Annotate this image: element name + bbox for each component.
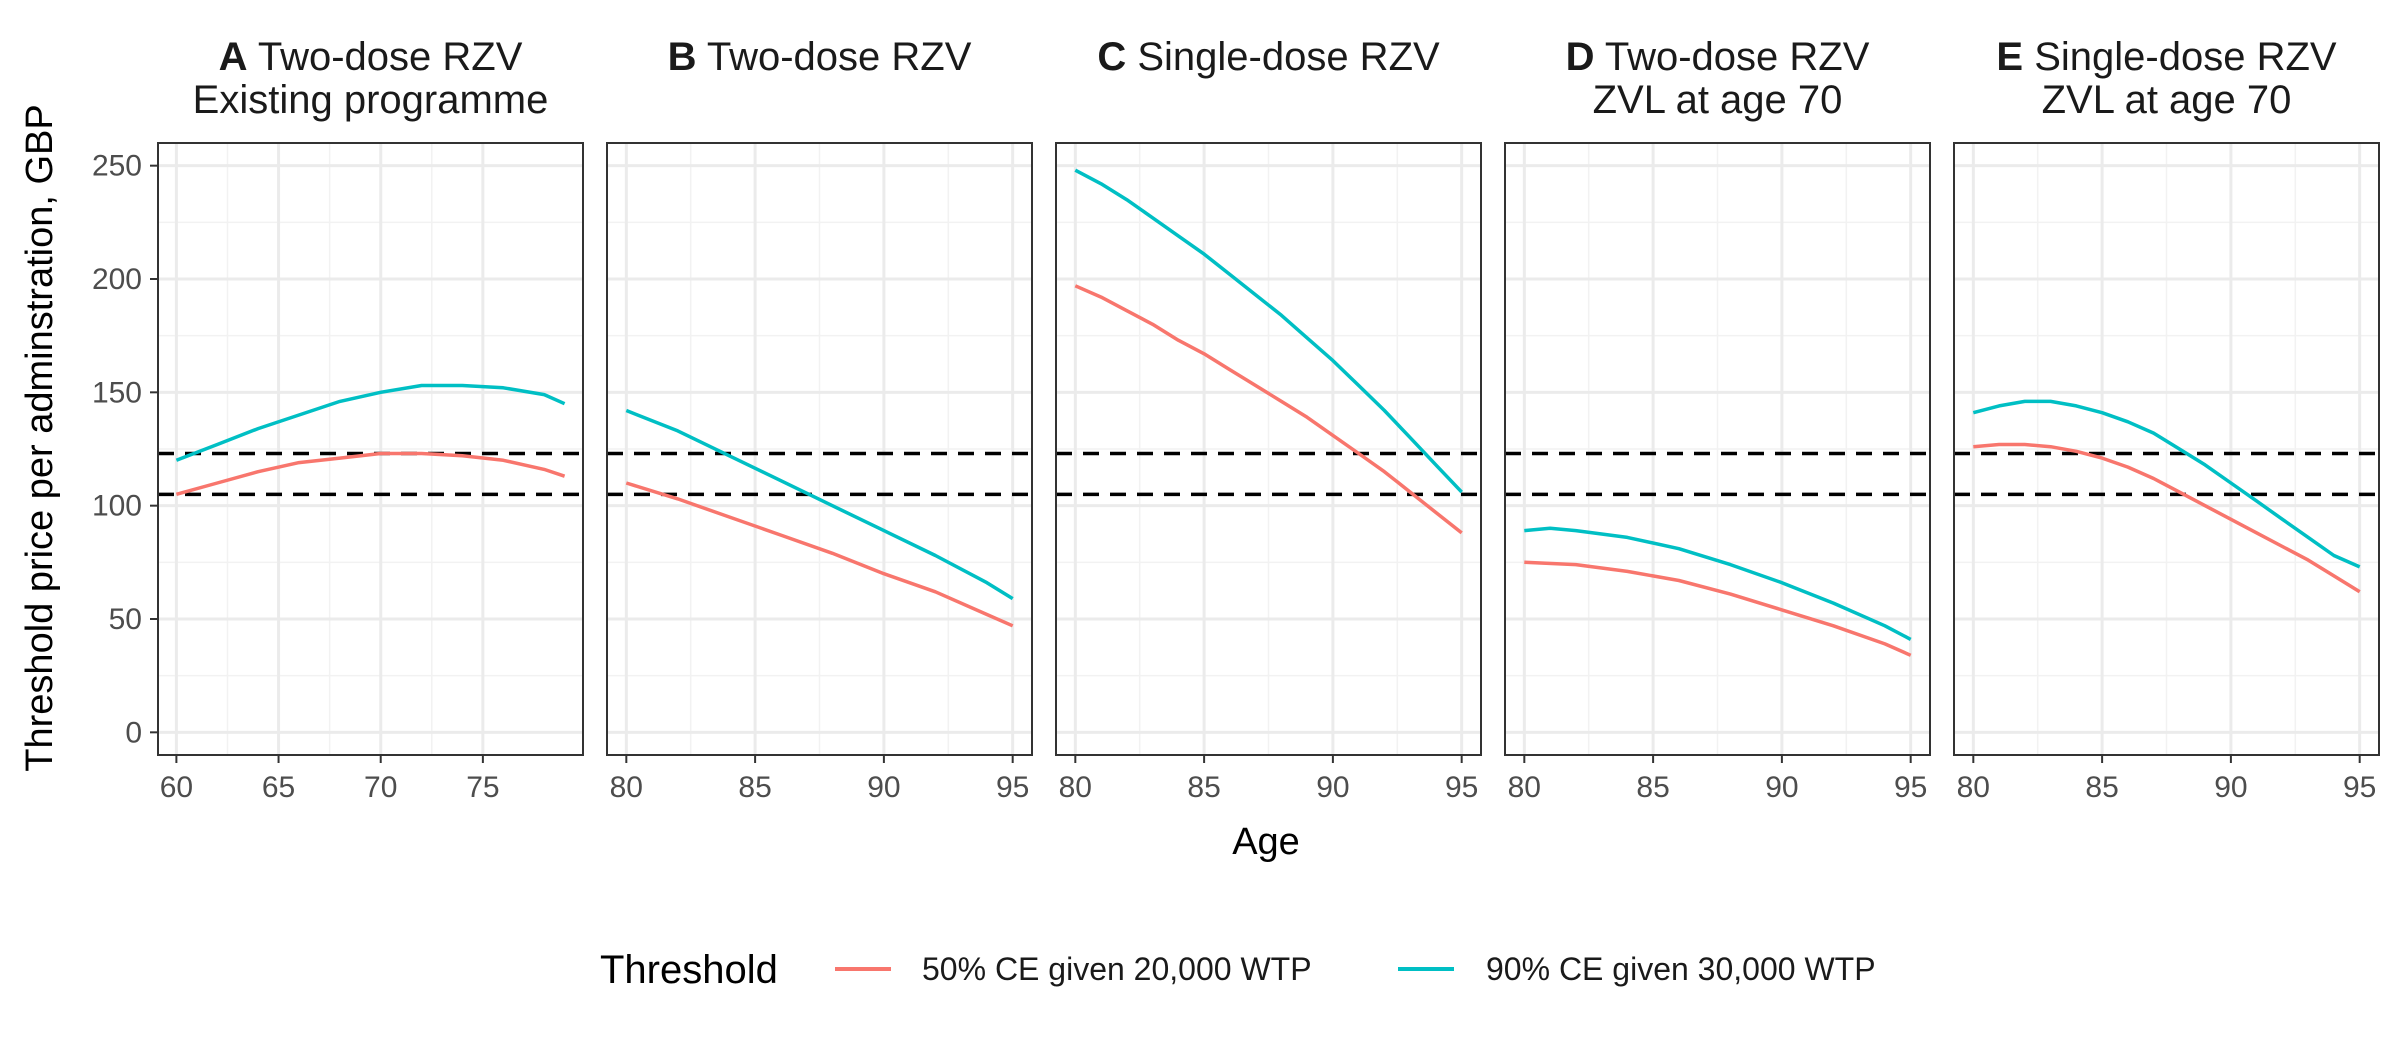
y-tick-label: 100 <box>92 490 142 523</box>
panel-c: 80 85 90 95 C Single-dose RZV <box>1055 35 1482 804</box>
legend: Threshold 50% CE given 20,000 WTP 90% CE… <box>600 948 1876 992</box>
series-line-90-ce <box>1972 399 2361 569</box>
panel-title-text: Single-dose RZV <box>1126 35 1440 79</box>
panel-subtitle: ZVL at age 70 <box>1593 78 1843 122</box>
x-axis-title: Age <box>1232 821 1300 863</box>
x-tick-label: 80 <box>1508 771 1541 804</box>
series-line-90-ce <box>625 408 1014 601</box>
panel-border <box>606 142 1033 756</box>
x-tick-label: 85 <box>2085 771 2118 804</box>
panel-title-text: Two-dose RZV <box>1594 35 1869 79</box>
x-tick-label: 90 <box>2214 771 2247 804</box>
panel-subtitle: Existing programme <box>193 78 549 122</box>
x-tick-label: 75 <box>466 771 499 804</box>
y-tick-label: 50 <box>109 603 142 636</box>
panel-border <box>1055 142 1482 756</box>
x-tick-label: 95 <box>996 771 1029 804</box>
panel-title: A Two-dose RZV <box>219 35 523 79</box>
series-line-50-ce <box>1074 284 1463 535</box>
panel-title-text: Two-dose RZV <box>247 35 522 79</box>
panel-border <box>1504 142 1931 756</box>
panel-title-text: Single-dose RZV <box>2023 35 2337 79</box>
panel-tag: C <box>1097 35 1126 79</box>
x-tick-label: 90 <box>1765 771 1798 804</box>
panel-b: 80 85 90 95 B Two-dose RZV <box>606 35 1033 804</box>
legend-label-50-ce: 50% CE given 20,000 WTP <box>922 951 1312 987</box>
panel-border <box>157 142 584 756</box>
series-line-50-ce <box>175 451 566 496</box>
x-tick-label: 85 <box>1187 771 1220 804</box>
x-tick-label: 95 <box>2343 771 2376 804</box>
series-line-90-ce <box>1524 526 1912 641</box>
x-tick-label: 90 <box>867 771 900 804</box>
x-tick-label: 65 <box>262 771 295 804</box>
panel-title: B Two-dose RZV <box>668 35 972 79</box>
panel-a: 0 50 100 150 200 250 60 65 70 75 A Two-dose RZVExi… <box>92 35 584 804</box>
panel-border <box>1953 142 2380 756</box>
x-tick-label: 60 <box>160 771 193 804</box>
legend-label-90-ce: 90% CE given 30,000 WTP <box>1486 951 1876 987</box>
y-tick-label: 150 <box>92 376 142 409</box>
series-line-50-ce <box>1973 442 2361 594</box>
x-tick-label: 85 <box>1636 771 1669 804</box>
x-tick-label: 95 <box>1445 771 1478 804</box>
panel-title: D Two-dose RZV <box>1566 35 1870 79</box>
series-line-90-ce <box>175 383 566 462</box>
y-tick-label: 200 <box>92 263 142 296</box>
panel-title: C Single-dose RZV <box>1097 35 1440 79</box>
panel-title-text: Two-dose RZV <box>696 35 971 79</box>
x-tick-label: 85 <box>738 771 771 804</box>
series-line-50-ce <box>625 481 1014 628</box>
y-axis-title: Threshold price per adminstration, GBP <box>19 104 61 771</box>
series-line-50-ce <box>1524 560 1912 657</box>
x-tick-label: 80 <box>1957 771 1990 804</box>
y-tick-label: 0 <box>125 716 142 749</box>
panel-title: E Single-dose RZV <box>1996 35 2336 79</box>
x-tick-label: 70 <box>364 771 397 804</box>
x-tick-label: 95 <box>1894 771 1927 804</box>
y-tick-label: 250 <box>92 150 142 183</box>
x-tick-label: 90 <box>1316 771 1349 804</box>
panel-tag: A <box>219 35 248 79</box>
panel-tag: E <box>1996 35 2023 79</box>
legend-title: Threshold <box>600 948 778 992</box>
series-line-90-ce <box>1074 168 1463 494</box>
panel-tag: D <box>1566 35 1595 79</box>
panel-tag: B <box>668 35 697 79</box>
x-tick-label: 80 <box>610 771 643 804</box>
panel-subtitle: ZVL at age 70 <box>2042 78 2292 122</box>
x-tick-label: 80 <box>1059 771 1092 804</box>
